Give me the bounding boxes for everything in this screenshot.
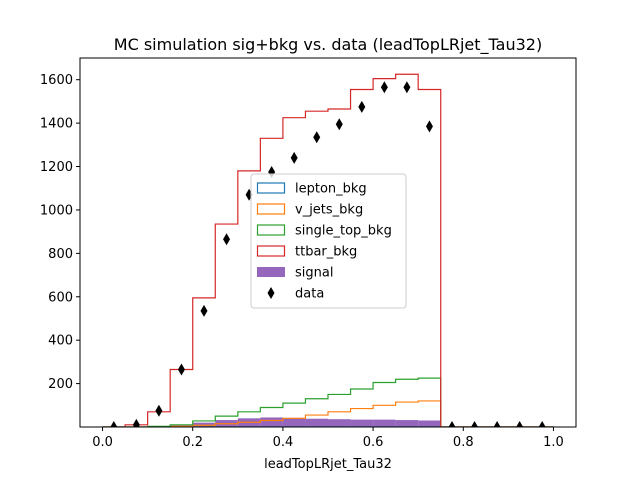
y-tick-label-3: 800 <box>48 247 73 262</box>
bar-signal-12 <box>373 419 396 427</box>
bar-signal-13 <box>395 420 419 427</box>
x-axis: 0.0 0.2 0.4 0.6 0.8 1.0 <box>92 427 564 450</box>
x-tick-label-2: 0.4 <box>273 435 294 450</box>
legend-item-ttbar_bkg: ttbar_bkg <box>256 245 357 260</box>
x-tick-label-0: 0.0 <box>92 435 113 450</box>
y-tick-label-6: 1400 <box>40 117 73 132</box>
data-point-16 <box>471 421 479 427</box>
data-point-4 <box>200 304 208 317</box>
bar-signal-9 <box>305 418 328 427</box>
bar-signal-10 <box>328 419 351 427</box>
data-point-18 <box>516 421 524 427</box>
data-point-15 <box>448 421 456 427</box>
bar-signal-7 <box>260 417 283 427</box>
legend-swatch-ttbar_bkg <box>256 245 286 257</box>
series-ttbar_bkg <box>102 73 554 427</box>
bar-signal-11 <box>350 419 374 427</box>
legend-box <box>250 173 407 309</box>
data-point-19 <box>538 421 546 427</box>
y-tick-label-4: 1000 <box>40 203 73 218</box>
legend-label-data: data <box>295 287 324 302</box>
data-point-11 <box>358 100 366 113</box>
data-point-12 <box>380 81 388 94</box>
data-point-8 <box>290 151 298 164</box>
y-tick-label-2: 600 <box>48 290 73 305</box>
legend-swatch-v_jets_bkg <box>256 203 286 215</box>
y-tick-label-1: 400 <box>48 334 73 349</box>
x-tick-label-1: 0.2 <box>182 435 203 450</box>
legend-item-signal: signal <box>257 266 333 281</box>
data-point-1 <box>132 418 140 427</box>
data-point-14 <box>425 120 433 133</box>
legend-label-single_top_bkg: single_top_bkg <box>295 224 392 239</box>
legend-swatch-single_top_bkg <box>256 224 286 236</box>
data-point-5 <box>223 233 231 246</box>
plot-frame <box>79 57 577 428</box>
legend-item-single_top_bkg: single_top_bkg <box>256 224 392 239</box>
legend: lepton_bkg v_jets_bkg single_top_bkg ttbar_… <box>250 173 407 309</box>
y-tick-label-0: 200 <box>48 377 73 392</box>
legend-swatch-signal <box>257 267 285 277</box>
x-tick-label-4: 0.8 <box>453 435 474 450</box>
bar-signal-14 <box>418 420 441 427</box>
chart-title: MC simulation sig+bkg vs. data (leadTopL… <box>114 35 542 55</box>
data-point-9 <box>313 131 321 144</box>
x-axis-title: leadTopLRjet_Tau32 <box>264 457 392 472</box>
legend-item-lepton_bkg: lepton_bkg <box>256 182 367 197</box>
legend-item-v_jets_bkg: v_jets_bkg <box>256 203 363 218</box>
y-tick-label-5: 1200 <box>40 160 73 175</box>
y-axis: 200 400 600 800 1000 1200 1400 1600 <box>40 73 80 392</box>
legend-label-lepton_bkg: lepton_bkg <box>295 182 367 197</box>
legend-label-signal: signal <box>295 266 333 281</box>
legend-item-data: data <box>267 287 324 302</box>
data-point-13 <box>403 81 411 94</box>
x-tick-label-5: 1.0 <box>543 435 564 450</box>
legend-swatch-data <box>267 287 275 299</box>
legend-label-ttbar_bkg: ttbar_bkg <box>295 245 357 260</box>
bar-signal-8 <box>282 417 306 427</box>
data-point-0 <box>110 421 118 427</box>
data-point-2 <box>155 404 163 417</box>
legend-label-v_jets_bkg: v_jets_bkg <box>295 203 363 218</box>
data-point-17 <box>493 421 501 427</box>
y-tick-label-7: 1600 <box>40 73 73 88</box>
legend-swatch-lepton_bkg <box>256 182 286 194</box>
x-tick-label-3: 0.6 <box>363 435 384 450</box>
data-point-10 <box>335 118 343 131</box>
data-point-3 <box>177 363 185 376</box>
